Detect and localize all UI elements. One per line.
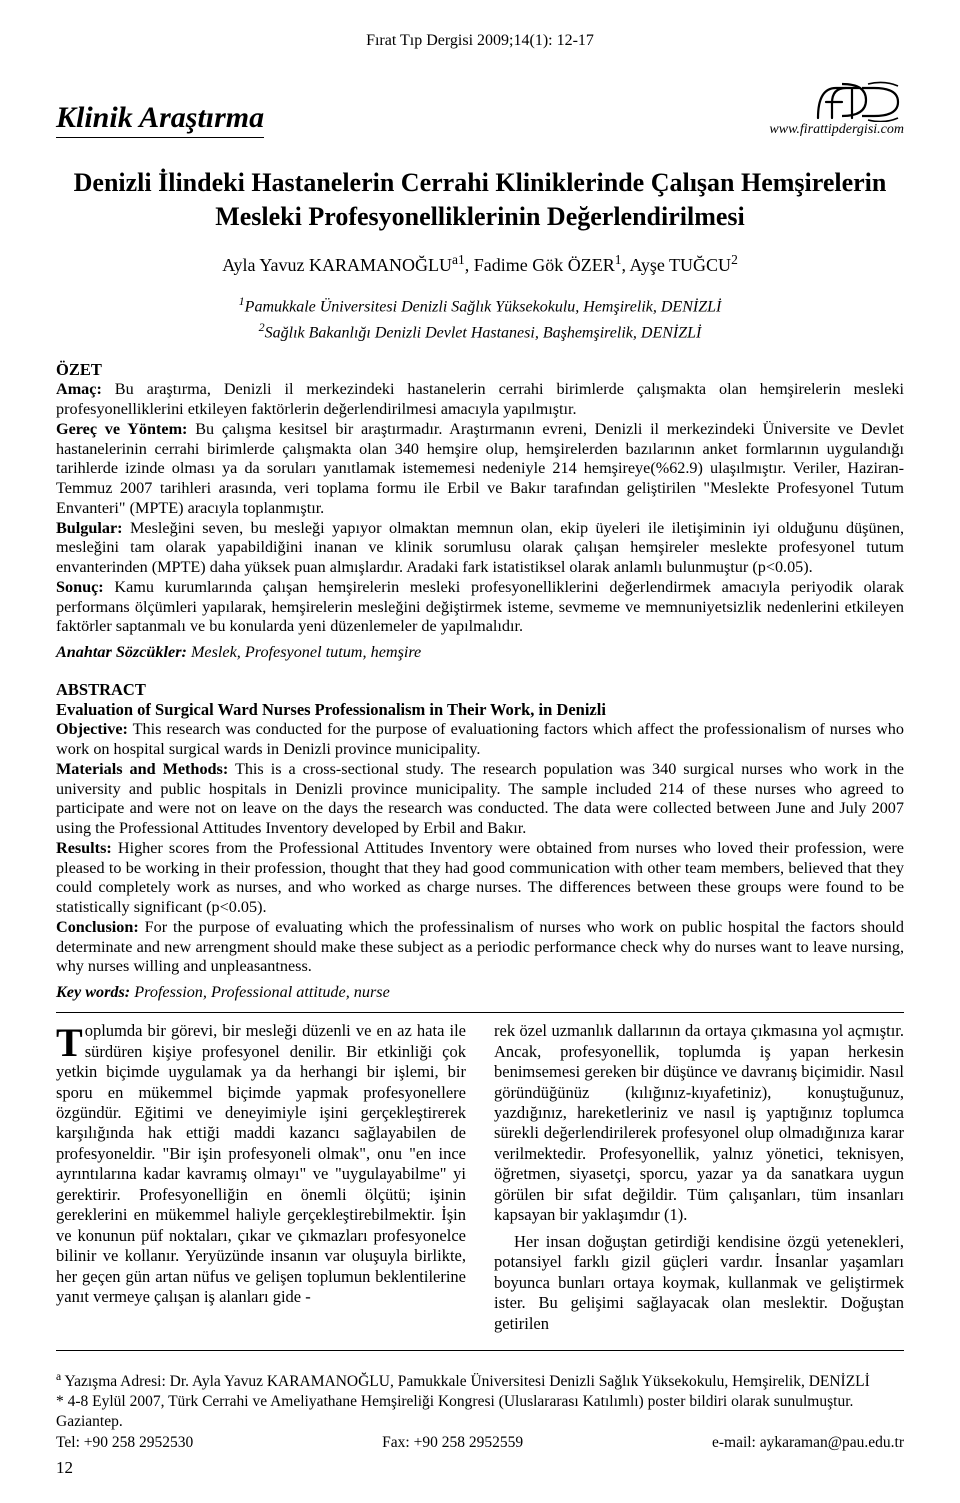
left-column: Toplumda bir görevi, bir mesleği düzenli… xyxy=(56,1021,466,1340)
affiliation-1: 1Pamukkale Üniversitesi Denizli Sağlık Y… xyxy=(56,294,904,316)
abstract-body: Objective: This research was conducted f… xyxy=(56,720,904,977)
tel: Tel: +90 258 2952530 xyxy=(56,1433,193,1453)
left-p1-text: oplumda bir görevi, bir mesleği düzenli … xyxy=(56,1021,466,1306)
top-row: Klinik Araştırma www.firattipdergisi.com xyxy=(56,78,904,138)
congress-note: * 4-8 Eylül 2007, Türk Cerrahi ve Ameliy… xyxy=(56,1392,904,1432)
section-label: Klinik Araştırma xyxy=(56,101,264,138)
objective-text: This research was conducted for the purp… xyxy=(56,720,904,758)
abstract-heading: ABSTRACT xyxy=(56,680,904,700)
page-number: 12 xyxy=(56,1457,904,1479)
ozet-body: Amaç: Bu araştırma, Denizli il merkezind… xyxy=(56,380,904,637)
results-label: Results: xyxy=(56,839,112,857)
footer-separator xyxy=(56,1350,904,1351)
key-words: Key words: Profession, Professional atti… xyxy=(56,983,904,1002)
conclusion-label: Conclusion: xyxy=(56,918,139,936)
mm-label: Materials and Methods: xyxy=(56,760,228,778)
amac-label: Amaç: xyxy=(56,380,102,398)
objective-label: Objective: xyxy=(56,720,128,738)
kw-en-value: Profession, Professional attitude, nurse xyxy=(134,983,390,1001)
fax: Fax: +90 258 2952559 xyxy=(382,1433,523,1453)
bulgular-label: Bulgular: xyxy=(56,519,123,537)
ozet-heading: ÖZET xyxy=(56,360,904,380)
left-para-1: Toplumda bir görevi, bir mesleği düzenli… xyxy=(56,1021,466,1307)
bulgular-text: Mesleğini seven, bu mesleği yapıyor olma… xyxy=(56,519,904,577)
email: e-mail: aykaraman@pau.edu.tr xyxy=(712,1433,904,1453)
conclusion-text: For the purpose of evaluating which the … xyxy=(56,918,904,976)
journal-running-head: Fırat Tıp Dergisi 2009;14(1): 12-17 xyxy=(56,32,904,50)
results-text: Higher scores from the Professional Atti… xyxy=(56,839,904,916)
right-para-2: Her insan doğuştan getirdiği kendisine ö… xyxy=(494,1232,904,1334)
right-para-1: rek özel uzmanlık dallarının da ortaya ç… xyxy=(494,1021,904,1226)
sonuc-text: Kamu kurumlarında çalışan hemşirelerin m… xyxy=(56,578,904,636)
affiliation-2: 2Sağlık Bakanlığı Denizli Devlet Hastane… xyxy=(56,320,904,342)
body-columns: Toplumda bir görevi, bir mesleği düzenli… xyxy=(56,1021,904,1340)
amac-text: Bu araştırma, Denizli il merkezindeki ha… xyxy=(56,380,904,418)
kw-en-label: Key words: xyxy=(56,983,130,1001)
dropcap: T xyxy=(56,1021,85,1061)
sonuc-label: Sonuç: xyxy=(56,578,104,596)
kw-tr-value: Meslek, Profesyonel tutum, hemşire xyxy=(191,643,421,661)
article-title: Denizli İlindeki Hastanelerin Cerrahi Kl… xyxy=(56,166,904,234)
author-line: Ayla Yavuz KARAMANOĞLUa1, Fadime Gök ÖZE… xyxy=(56,252,904,276)
ftd-logo-icon xyxy=(812,78,904,122)
journal-logo: www.firattipdergisi.com xyxy=(769,78,904,138)
separator-line xyxy=(56,1012,904,1013)
correspondence-footer: a Yazışma Adresi: Dr. Ayla Yavuz KARAMAN… xyxy=(56,1369,904,1479)
kw-tr-label: Anahtar Sözcükler: xyxy=(56,643,187,661)
anahtar-sozcukler: Anahtar Sözcükler: Meslek, Profesyonel t… xyxy=(56,643,904,662)
english-title: Evaluation of Surgical Ward Nurses Profe… xyxy=(56,700,904,720)
gerec-label: Gereç ve Yöntem: xyxy=(56,420,187,438)
website-url: www.firattipdergisi.com xyxy=(769,122,904,138)
correspondence-address: a Yazışma Adresi: Dr. Ayla Yavuz KARAMAN… xyxy=(56,1369,904,1392)
right-column: rek özel uzmanlık dallarının da ortaya ç… xyxy=(494,1021,904,1340)
